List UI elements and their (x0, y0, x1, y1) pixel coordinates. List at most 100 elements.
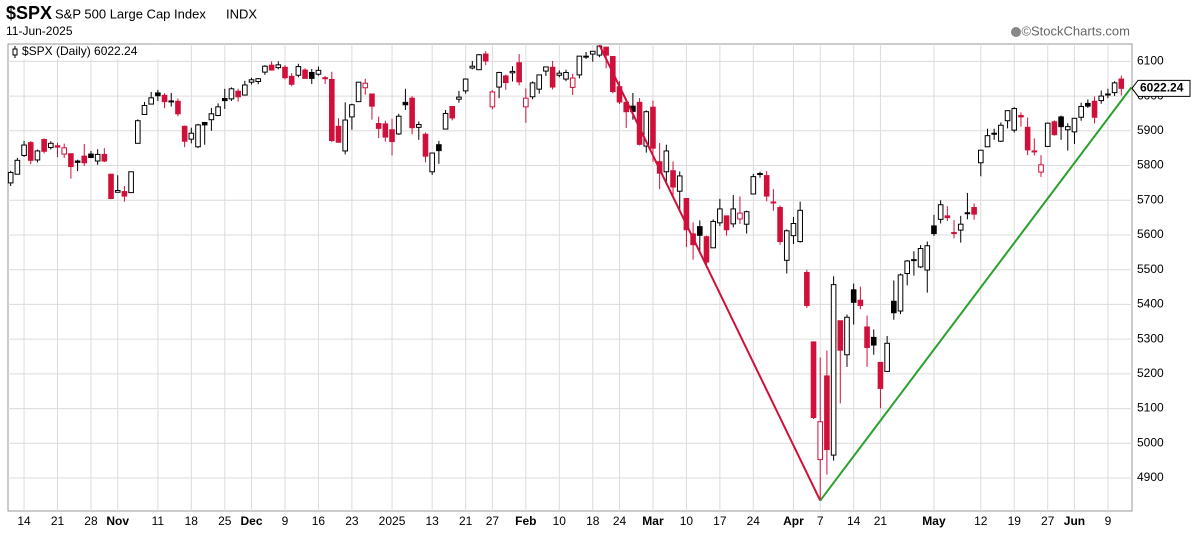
candle-body (763, 175, 770, 197)
x-tick-label: 10 (553, 514, 567, 528)
candle-body (971, 207, 977, 215)
y-tick-label: 5000 (1137, 435, 1164, 449)
candle-body (723, 215, 730, 231)
x-tick-label: 18 (185, 514, 199, 528)
candle-body (315, 69, 322, 75)
candle-body (215, 106, 221, 117)
legend: $SPX (Daily) 6022.24 (9, 44, 169, 59)
y-tick-label: 4900 (1137, 470, 1164, 484)
candle-body (148, 97, 154, 105)
x-tick-label: 21 (51, 514, 65, 528)
candle-body (516, 62, 522, 83)
candle-body (88, 153, 94, 159)
candle-body (984, 135, 991, 148)
candle-body (41, 138, 47, 152)
candle-body (870, 336, 877, 346)
candle-body (128, 171, 134, 194)
x-tick-label: 14 (847, 514, 861, 528)
candle-body (108, 173, 114, 200)
y-tick-label: 5400 (1137, 297, 1164, 311)
candle-body (395, 115, 402, 135)
x-tick-label: 2025 (379, 514, 406, 528)
candle-body (790, 223, 797, 237)
price-tag: 6022.24 (1140, 81, 1184, 95)
candle-body (469, 65, 476, 69)
x-tick-label: 21 (459, 514, 473, 528)
candle-body (54, 145, 61, 148)
candle-body (436, 144, 442, 152)
candle-body (717, 208, 723, 224)
candle-body (924, 245, 931, 271)
candle-body (382, 123, 389, 138)
candle-body (877, 361, 884, 389)
candle-body (1118, 78, 1125, 89)
candle-body (830, 284, 837, 456)
candle-body (221, 98, 228, 102)
candle-body (957, 223, 964, 231)
x-tick-label: Mar (642, 514, 664, 528)
candle-body (476, 54, 482, 71)
x-tick-label: 14 (17, 514, 31, 528)
candle-body (1098, 95, 1105, 102)
candle-body (268, 64, 275, 71)
candle-body (563, 71, 569, 80)
candle-body (422, 133, 429, 157)
candle-body (864, 326, 870, 348)
candle-body (308, 71, 315, 79)
y-tick-label: 5500 (1137, 262, 1164, 276)
candle-body (589, 50, 596, 55)
candle-body (27, 142, 34, 161)
trendline (598, 44, 822, 502)
candle-body (114, 190, 121, 193)
candle-body (34, 150, 41, 161)
candle-body (696, 226, 703, 236)
candle-body (730, 208, 737, 225)
candle-body (195, 124, 201, 148)
x-tick-label: 16 (312, 514, 326, 528)
x-tick-label: Feb (515, 514, 536, 528)
exchange: INDX (226, 6, 257, 21)
candle-body (844, 316, 850, 356)
candle-body (74, 160, 81, 163)
candle-body (121, 191, 128, 197)
candle-body (931, 225, 937, 235)
x-tick-label: 28 (84, 514, 98, 528)
x-tick-label: 11 (152, 514, 165, 528)
candle-body (904, 260, 911, 275)
candle-body (48, 142, 54, 148)
candle-body (415, 124, 422, 128)
candle-body (101, 153, 108, 162)
candle-body (1051, 121, 1058, 136)
candle-body (523, 97, 529, 108)
candle-body (643, 111, 650, 147)
candle-body (1111, 82, 1118, 94)
candle-body (375, 123, 382, 129)
candle-body (335, 125, 342, 143)
index-name: S&P 500 Large Cap Index (55, 6, 206, 21)
candle-body (456, 96, 462, 100)
x-tick-label: Apr (783, 514, 804, 528)
candle-body (402, 101, 409, 106)
x-tick-label: Nov (106, 514, 129, 528)
candle-body (549, 66, 556, 88)
y-tick-label: 5300 (1137, 331, 1164, 345)
candle-body (1018, 115, 1024, 118)
candle-body (282, 66, 288, 79)
candle-body (201, 121, 208, 126)
plot-area (7, 43, 1133, 512)
candle-body (783, 230, 790, 261)
date: 11-Jun-2025 (6, 24, 73, 38)
candle-body (1011, 108, 1018, 131)
x-tick-label: 9 (1105, 514, 1112, 528)
candle-body (255, 78, 262, 82)
x-tick-label: 24 (747, 514, 761, 528)
candle-body (349, 104, 355, 118)
candle-body (442, 112, 449, 130)
candle-body (81, 155, 88, 164)
candle-body (228, 88, 235, 100)
candle-body (824, 375, 830, 451)
x-tick-label: 18 (586, 514, 600, 528)
x-tick-label: 25 (218, 514, 232, 528)
candle-body (804, 271, 810, 306)
